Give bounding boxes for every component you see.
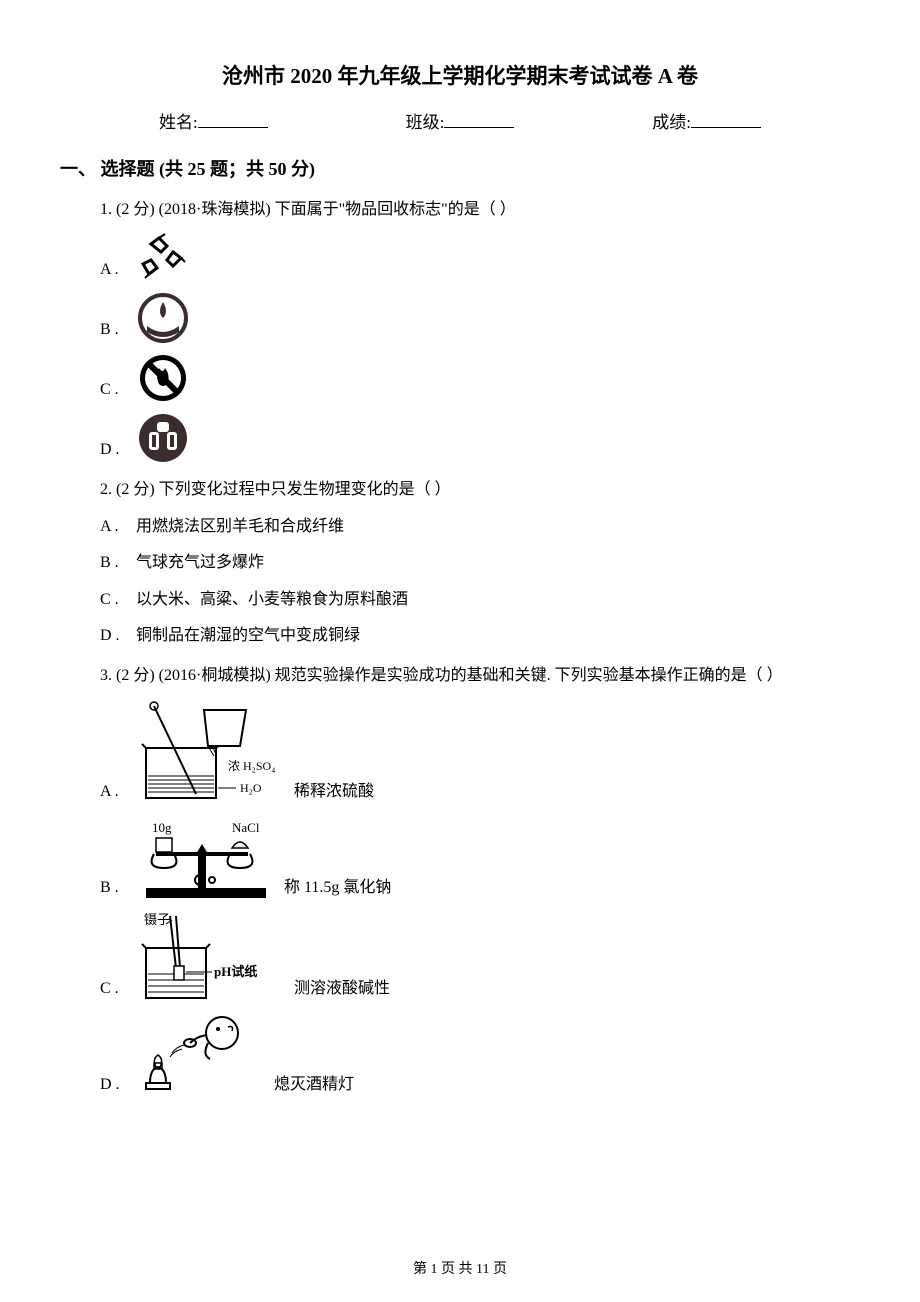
- option-text: 铜制品在潮湿的空气中变成铜绿: [136, 621, 360, 651]
- section-1-header: 一、 选择题 (共 25 题；共 50 分): [60, 155, 860, 181]
- q1-option-b: B .: [100, 291, 860, 345]
- option-label: D .: [100, 435, 128, 465]
- option-text: 熄灭酒精灯: [274, 1070, 354, 1100]
- balance-scale-diagram: 10g NaCl: [136, 814, 276, 904]
- option-label: C .: [100, 974, 128, 1004]
- option-label: D .: [100, 1070, 128, 1100]
- option-text: 用燃烧法区别羊毛和合成纤维: [136, 512, 344, 542]
- q1-option-c: C .: [100, 351, 860, 405]
- q3-option-d: D . 熄灭酒精灯: [100, 1011, 860, 1101]
- q1-option-d: D .: [100, 411, 860, 465]
- q3-option-b: B . 10g NaCl 称 11.5g 氯化钠: [100, 814, 860, 904]
- option-label: B .: [100, 315, 128, 345]
- page-footer: 第 1 页 共 11 页: [0, 1258, 920, 1278]
- energy-saving-icon: [136, 411, 190, 465]
- recycling-icon: [136, 231, 190, 285]
- option-label: B .: [100, 548, 128, 578]
- option-label: A .: [100, 512, 128, 542]
- q2-option-a: A . 用燃烧法区别羊毛和合成纤维: [100, 512, 860, 542]
- exam-title: 沧州市 2020 年九年级上学期化学期末考试试卷 A 卷: [60, 60, 860, 90]
- acid-label: 浓 H₂SO₄: [228, 759, 275, 773]
- salt-label: NaCl: [232, 820, 260, 835]
- water-label: H₂O: [240, 781, 262, 795]
- q3-option-c: C . 镊子 pH试纸 测溶液酸碱性: [100, 910, 860, 1005]
- option-text: 以大米、高粱、小麦等粮食为原料酿酒: [136, 585, 408, 615]
- weight-label: 10g: [152, 820, 172, 835]
- option-label: D .: [100, 621, 128, 651]
- score-blank: [691, 109, 761, 128]
- question-3: 3. (2 分) (2016·桐城模拟) 规范实验操作是实验成功的基础和关键. …: [100, 661, 860, 1100]
- question-2: 2. (2 分) 下列变化过程中只发生物理变化的是（ ） A . 用燃烧法区别羊…: [100, 475, 860, 651]
- q2-option-d: D . 铜制品在潮湿的空气中变成铜绿: [100, 621, 860, 651]
- q2-option-c: C . 以大米、高粱、小麦等粮食为原料酿酒: [100, 585, 860, 615]
- question-1: 1. (2 分) (2018·珠海模拟) 下面属于"物品回收标志"的是（ ） A…: [100, 195, 860, 465]
- q1-option-a: A .: [100, 231, 860, 285]
- ph-paper-label: pH试纸: [214, 964, 257, 979]
- q3-option-a: A . 浓 H₂SO₄ H₂O 稀释浓硫酸: [100, 698, 860, 808]
- student-info-line: 姓名: 班级: 成绩:: [60, 108, 860, 133]
- q2-option-b: B . 气球充气过多爆炸: [100, 548, 860, 578]
- option-label: C .: [100, 585, 128, 615]
- class-label: 班级:: [406, 108, 445, 133]
- option-text: 稀释浓硫酸: [294, 777, 374, 807]
- water-drop-hand-icon: [136, 291, 190, 345]
- tweezers-label: 镊子: [144, 912, 170, 927]
- class-blank: [444, 109, 514, 128]
- ph-test-diagram: 镊子 pH试纸: [136, 910, 286, 1005]
- option-text: 测溶液酸碱性: [294, 974, 390, 1004]
- option-label: B .: [100, 873, 128, 903]
- option-text: 称 11.5g 氯化钠: [284, 873, 391, 903]
- option-label: A .: [100, 255, 128, 285]
- q2-stem: 2. (2 分) 下列变化过程中只发生物理变化的是（ ）: [100, 475, 860, 505]
- q3-stem: 3. (2 分) (2016·桐城模拟) 规范实验操作是实验成功的基础和关键. …: [100, 661, 860, 691]
- name-blank: [198, 109, 268, 128]
- name-label: 姓名:: [159, 108, 198, 133]
- score-label: 成绩:: [652, 108, 691, 133]
- option-text: 气球充气过多爆炸: [136, 548, 264, 578]
- dilute-acid-diagram: 浓 H₂SO₄ H₂O: [136, 698, 286, 808]
- q1-stem: 1. (2 分) (2018·珠海模拟) 下面属于"物品回收标志"的是（ ）: [100, 195, 860, 225]
- no-fire-icon: [136, 351, 190, 405]
- option-label: C .: [100, 375, 128, 405]
- blow-out-lamp-diagram: [136, 1011, 266, 1101]
- option-label: A .: [100, 777, 128, 807]
